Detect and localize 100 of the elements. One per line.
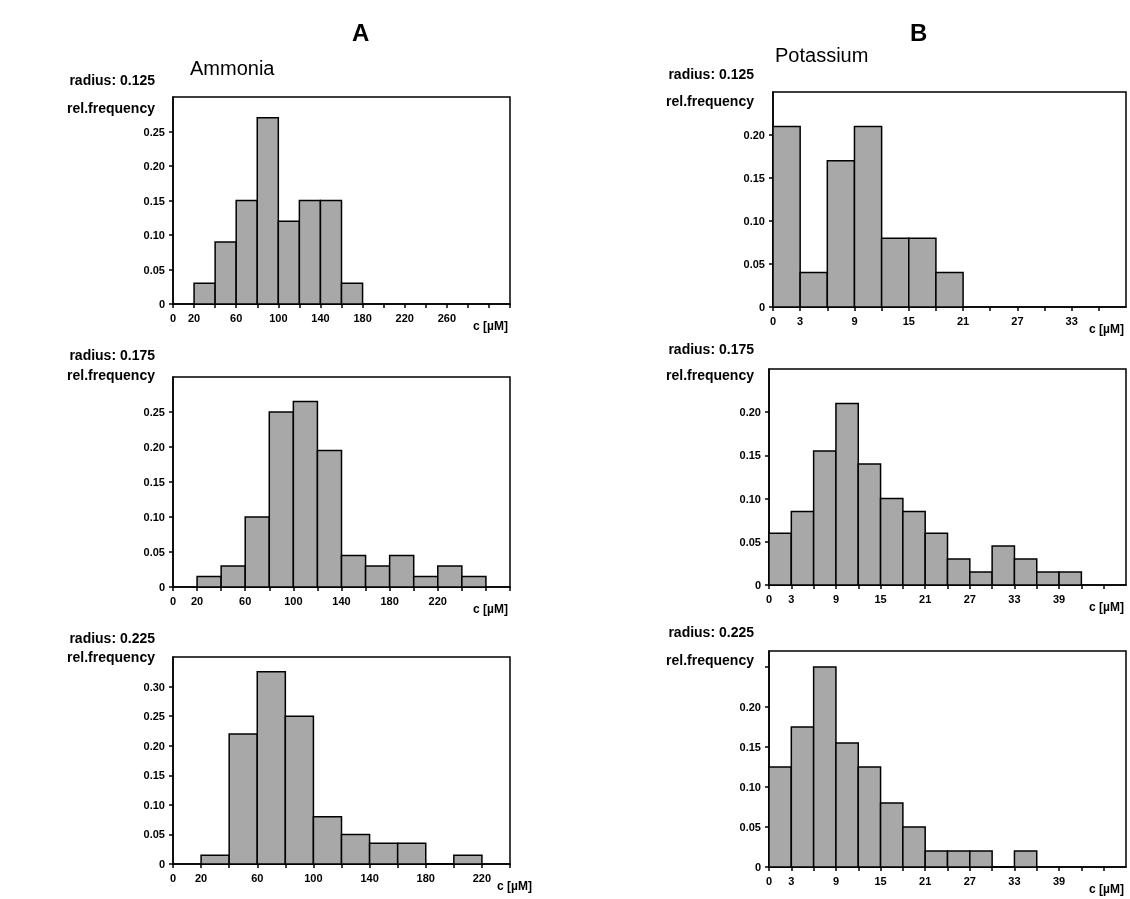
x-tick-label: 33: [1008, 592, 1021, 605]
x-axis-title: c [µM]: [496, 879, 532, 893]
x-tick-label: 20: [187, 311, 201, 324]
y-tick-label: 0.20: [743, 129, 765, 141]
y-tick-label: 0: [754, 861, 761, 873]
x-tick-label: 180: [380, 594, 399, 607]
y-tick-label: 0.05: [739, 821, 761, 833]
y-tick-label: 0: [758, 301, 765, 313]
y-axis-title: rel.frequency: [67, 649, 156, 665]
y-tick-label: 0.10: [143, 229, 165, 241]
x-tick-label: 15: [902, 314, 915, 327]
x-tick-label: 60: [230, 311, 243, 324]
x-tick-label: 20: [190, 594, 204, 607]
text: Ammonia: [190, 57, 276, 79]
x-tick-label: 0: [765, 592, 773, 605]
y-tick-label: 0.25: [143, 406, 165, 418]
x-tick-label: 15: [874, 592, 887, 605]
y-tick-label: 0.20: [143, 160, 165, 172]
x-axis-title: c [µM]: [473, 319, 508, 333]
x-tick-label: 100: [284, 594, 303, 607]
y-tick-label: 0.10: [143, 511, 165, 523]
y-tick-label: 0.10: [743, 215, 765, 227]
y-tick-label: 0.05: [739, 535, 761, 548]
text: A: [351, 18, 370, 46]
x-tick-label: 39: [1052, 874, 1066, 887]
chart-title: radius: 0.175: [69, 347, 156, 363]
x-tick-label: 0: [169, 311, 177, 324]
x-tick-label: 220: [428, 594, 447, 607]
y-tick-label: 0.15: [143, 476, 165, 488]
x-tick-label: 21: [956, 314, 970, 327]
x-tick-label: 260: [437, 311, 456, 324]
y-tick-label: 0.05: [143, 828, 165, 841]
x-tick-label: 3: [788, 874, 795, 887]
y-tick-label: 0.20: [143, 441, 165, 453]
y-axis-title: rel.frequency: [666, 367, 755, 383]
x-axis-title: c [µM]: [1089, 322, 1124, 336]
x-tick-label: 9: [832, 874, 839, 887]
x-tick-label: 140: [311, 311, 330, 324]
x-tick-label: 20: [194, 871, 208, 884]
x-tick-label: 100: [304, 871, 323, 884]
x-tick-label: 39: [1052, 592, 1066, 605]
y-tick-label: 0: [158, 298, 165, 310]
x-tick-label: 27: [963, 874, 976, 887]
y-axis-title: rel.frequency: [67, 100, 156, 116]
y-tick-label: 0.10: [739, 492, 761, 505]
chart-title: radius: 0.225: [668, 624, 755, 640]
x-tick-label: 140: [332, 594, 351, 607]
y-tick-label: 0.05: [143, 546, 165, 558]
y-tick-label: 0: [158, 581, 165, 593]
x-tick-label: 180: [353, 311, 372, 324]
y-tick-label: 0.20: [739, 701, 761, 713]
x-tick-label: 33: [1008, 874, 1021, 887]
y-tick-label: 0.10: [739, 781, 761, 793]
y-tick-label: 0.20: [739, 406, 761, 419]
text: B: [909, 18, 928, 46]
y-tick-label: 0: [158, 858, 165, 870]
y-tick-label: 0.25: [143, 710, 165, 723]
y-tick-label: 0.30: [143, 680, 165, 693]
x-tick-label: 0: [169, 871, 177, 884]
y-tick-label: 0: [754, 579, 761, 591]
x-tick-label: 220: [472, 871, 492, 884]
y-axis-title: rel.frequency: [666, 93, 755, 109]
x-tick-label: 21: [919, 592, 932, 605]
x-tick-label: 220: [395, 311, 414, 324]
y-tick-label: 0.10: [143, 798, 165, 811]
y-tick-label: 0.15: [143, 194, 165, 207]
x-tick-label: 0: [769, 314, 777, 327]
x-axis-title: c [µM]: [473, 602, 508, 616]
x-tick-label: 140: [360, 871, 379, 884]
x-tick-label: 27: [1011, 314, 1024, 327]
chart-title: radius: 0.125: [668, 66, 755, 82]
chart-title: radius: 0.125: [69, 72, 156, 88]
x-tick-label: 0: [765, 874, 773, 887]
y-tick-label: 0.15: [143, 769, 165, 782]
x-tick-label: 3: [788, 592, 795, 605]
x-tick-label: 100: [269, 311, 288, 324]
y-tick-label: 0.15: [743, 172, 765, 184]
y-tick-label: 0.15: [739, 741, 761, 753]
x-tick-label: 60: [239, 594, 252, 607]
y-tick-label: 0.05: [743, 258, 765, 270]
x-tick-label: 0: [169, 594, 177, 607]
x-tick-label: 60: [251, 871, 264, 884]
y-tick-label: 0.15: [739, 449, 761, 462]
y-tick-label: 0.20: [143, 739, 165, 752]
x-tick-label: 21: [919, 874, 932, 887]
x-tick-label: 33: [1065, 314, 1078, 327]
y-axis-title: rel.frequency: [666, 652, 755, 668]
y-tick-label: 0.25: [143, 125, 165, 138]
x-tick-label: 27: [963, 592, 976, 605]
x-axis-title: c [µM]: [1089, 600, 1124, 614]
x-tick-label: 15: [874, 874, 887, 887]
x-tick-label: 180: [416, 871, 435, 884]
x-tick-label: 9: [832, 592, 839, 605]
x-tick-label: 3: [797, 314, 804, 327]
chart-title: radius: 0.225: [69, 630, 156, 646]
chart-title: radius: 0.175: [668, 341, 755, 357]
y-axis-title: rel.frequency: [67, 367, 156, 383]
x-axis-title: c [µM]: [1089, 882, 1124, 896]
x-tick-label: 9: [851, 314, 858, 327]
text: Potassium: [775, 44, 869, 66]
